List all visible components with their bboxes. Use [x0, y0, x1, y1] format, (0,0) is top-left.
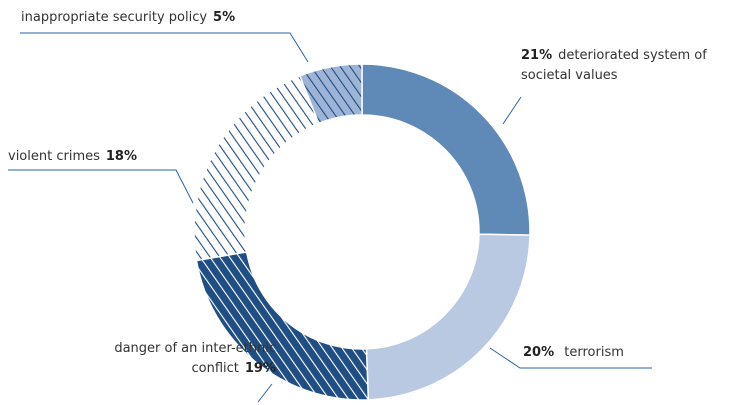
category-label: inappropriate security policy — [21, 10, 208, 25]
donut-slice — [193, 74, 320, 262]
category-label: violent crimes — [8, 149, 100, 164]
slice-label: violent crimes 18% — [8, 147, 137, 167]
slice-label: 20% terrorism — [523, 343, 624, 363]
leader-line — [489, 347, 652, 369]
slice-label: inappropriate security policy 5% — [21, 8, 235, 28]
value-label: 19% — [244, 361, 276, 376]
value-label: 20% — [523, 345, 555, 360]
category-label: danger of an inter-ethnic conflict — [114, 341, 276, 376]
slice-label: danger of an inter-ethnic conflict 19% — [106, 339, 276, 379]
category-label: terrorism — [564, 345, 624, 360]
donut-slice — [361, 63, 531, 236]
value-label: 21% — [521, 48, 553, 63]
donut-slice — [298, 63, 363, 125]
leader-line — [20, 32, 309, 63]
slice-label: 21% deteriorated system of societal value… — [521, 46, 731, 86]
category-label: deteriorated system of societal values — [521, 48, 707, 83]
leader-line — [257, 383, 273, 403]
donut-slice — [365, 233, 531, 401]
leader-line — [8, 169, 194, 204]
value-label: 18% — [105, 149, 138, 164]
value-label: 5% — [213, 10, 236, 25]
leader-line — [502, 96, 522, 125]
